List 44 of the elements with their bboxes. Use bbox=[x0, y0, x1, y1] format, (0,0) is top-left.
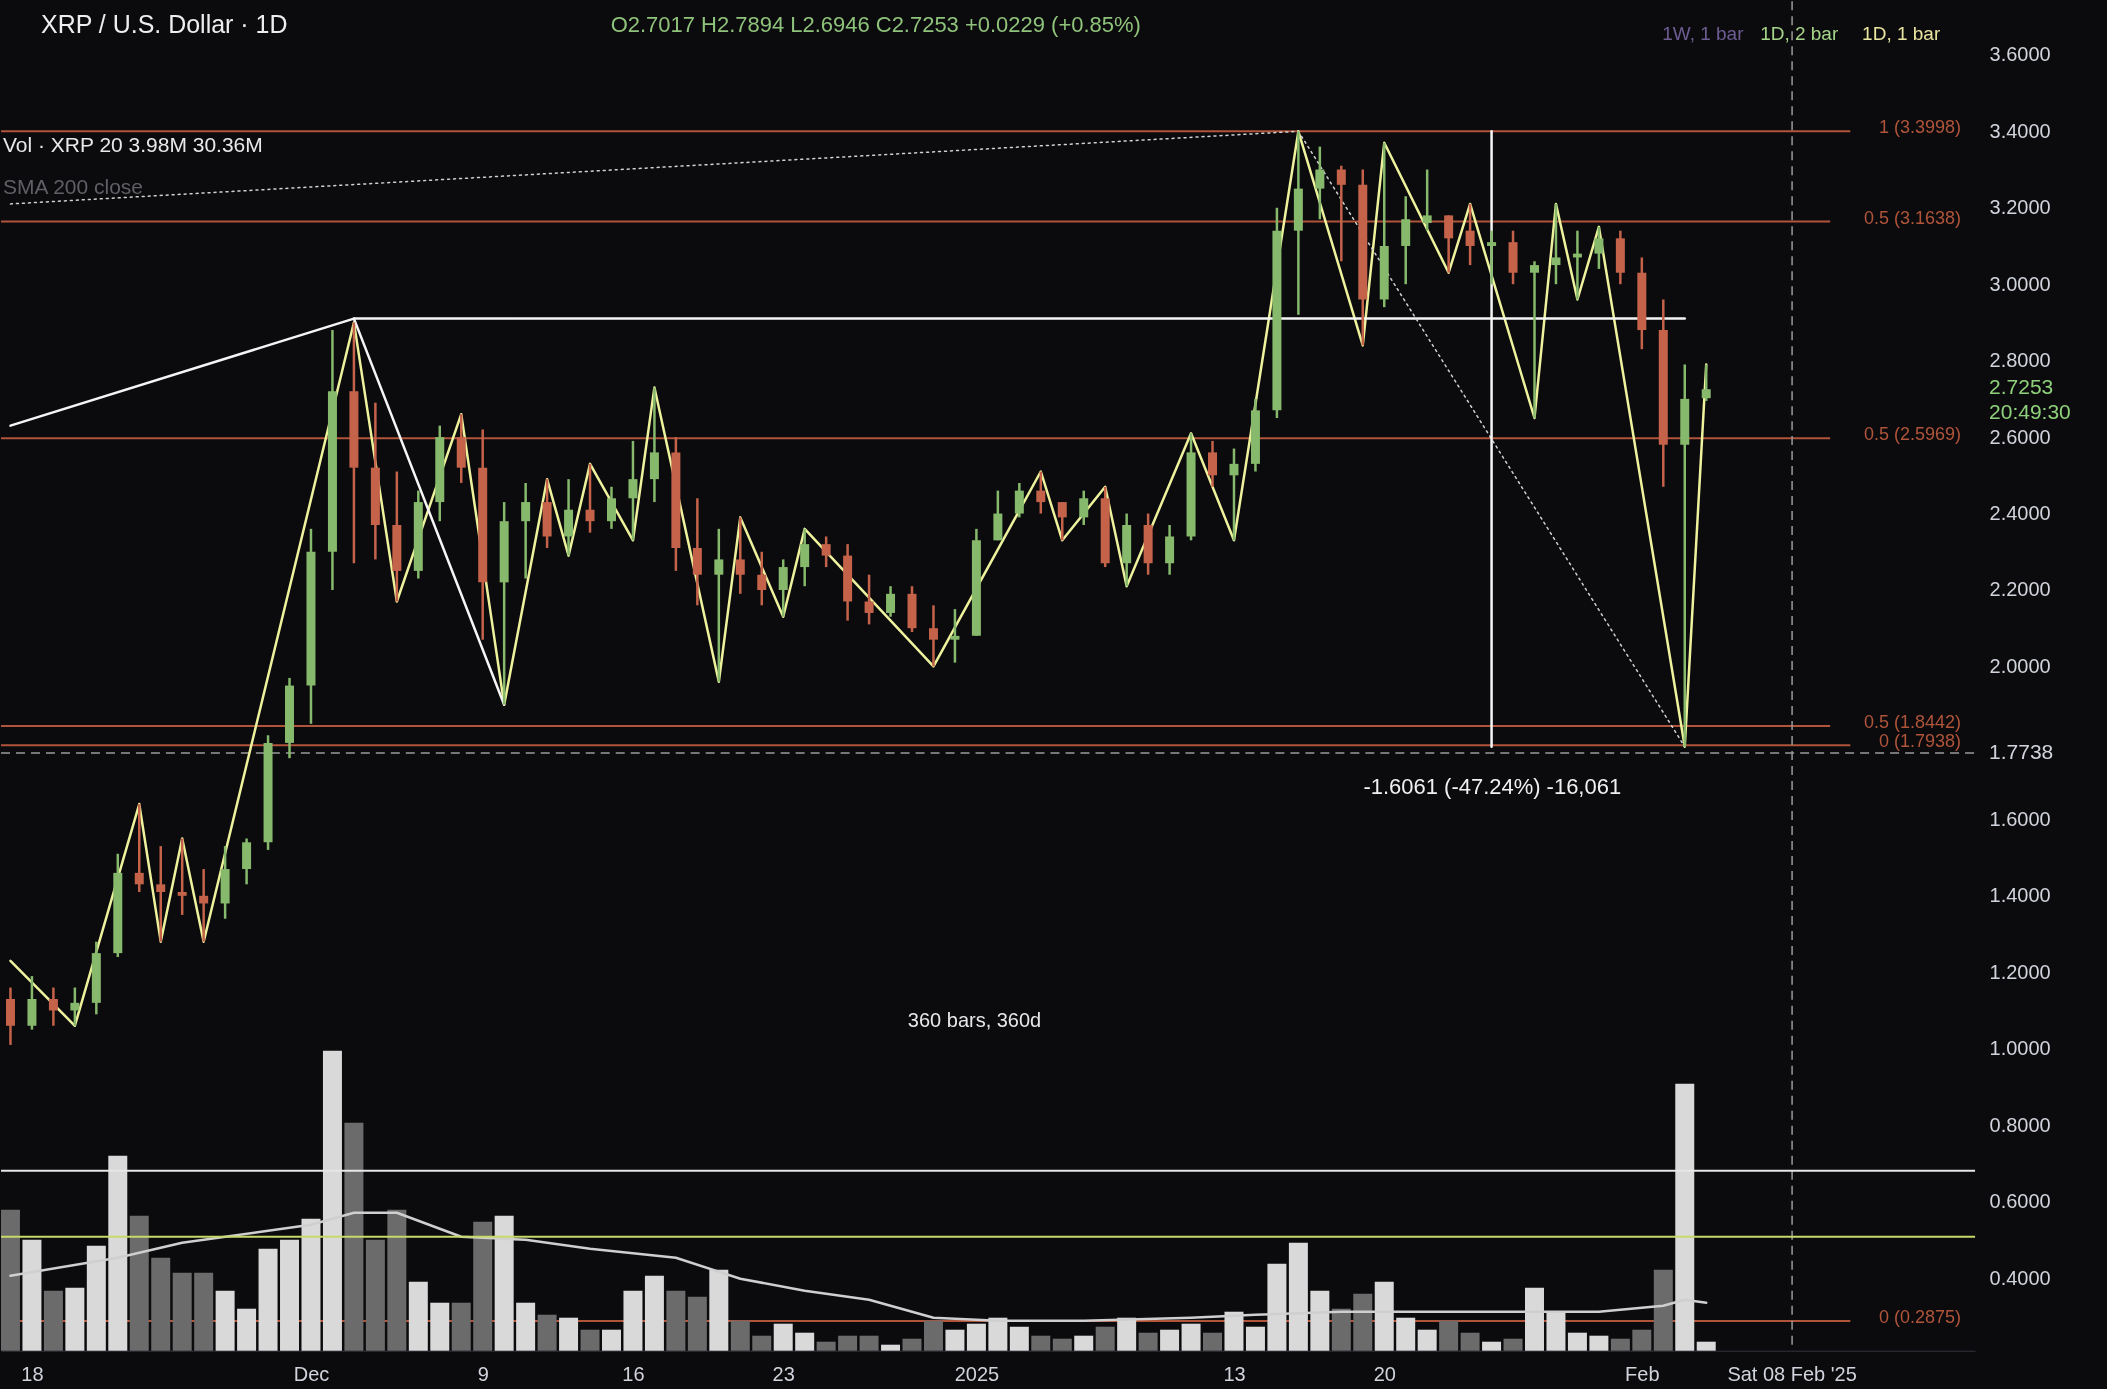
ref-line-label: 0.5 (1.8442) bbox=[1864, 712, 1962, 733]
x-tick-label: 9 bbox=[477, 1363, 489, 1386]
ref-line-label: Sat 08 Feb '25 bbox=[1727, 1362, 1857, 1385]
ref-line-label: 1.7738 bbox=[1989, 739, 2054, 763]
x-tick-label: 16 bbox=[622, 1363, 645, 1386]
x-tick-label: 18 bbox=[21, 1363, 44, 1386]
chart-title: XRP / U.S. Dollar · 1D bbox=[40, 10, 288, 39]
y-tick-label: 2.4000 bbox=[1989, 502, 2051, 525]
y-tick-label: 1.2000 bbox=[1989, 960, 2051, 983]
y-tick-label: 2.6000 bbox=[1989, 425, 2051, 448]
y-tick-label: 2.8000 bbox=[1989, 349, 2051, 372]
annotation: -1.6061 (-47.24%) -16,061 bbox=[1363, 773, 1622, 799]
ref-line-label: 1 (3.3998) bbox=[1879, 117, 1962, 138]
x-tick-label: Feb bbox=[1625, 1363, 1660, 1386]
text: O2.7017 H2.7894 L2.6946 C2.7253 +0.0229 (+0.85%) bbox=[610, 12, 1141, 38]
annotation: 1D, 2 bar bbox=[1760, 23, 1839, 45]
ref-line-label: 0 (1.7938) bbox=[1879, 731, 1962, 752]
x-tick-label: 2025 bbox=[954, 1363, 1000, 1386]
y-tick-label: 0.6000 bbox=[1989, 1190, 2051, 1213]
x-tick-label: 23 bbox=[772, 1363, 795, 1386]
y-tick-label: 1.0000 bbox=[1989, 1037, 2051, 1060]
y-tick-label: 3.6000 bbox=[1989, 43, 2051, 66]
y-tick-label: 3.4000 bbox=[1989, 119, 2051, 142]
ref-line-label: 0.5 (3.1638) bbox=[1864, 207, 1962, 228]
y-tick-label: 0.4000 bbox=[1989, 1266, 2051, 1289]
ref-line-label: 0 (0.2875) bbox=[1879, 1307, 1962, 1328]
annotation: 1W, 1 bar bbox=[1662, 23, 1744, 45]
y-tick-label: 2.0000 bbox=[1989, 654, 2051, 677]
y-tick-label: 3.2000 bbox=[1989, 196, 2051, 219]
text: 20:49:30 bbox=[1989, 400, 2071, 424]
annotation: 360 bars, 360d bbox=[907, 1008, 1042, 1031]
y-tick-label: 3.0000 bbox=[1989, 272, 2051, 295]
x-tick-label: 13 bbox=[1223, 1363, 1246, 1386]
x-tick-label: 20 bbox=[1373, 1363, 1396, 1386]
annotation: Vol · XRP 20 3.98M 30.36M bbox=[3, 133, 263, 157]
y-tick-label: 0.8000 bbox=[1989, 1113, 2051, 1136]
text: 2.7253 bbox=[1989, 375, 2054, 399]
y-tick-label: 1.4000 bbox=[1989, 884, 2051, 907]
y-tick-label: 1.6000 bbox=[1989, 807, 2051, 830]
y-tick-label: 2.2000 bbox=[1989, 578, 2051, 601]
annotation: SMA 200 close bbox=[3, 175, 143, 199]
x-tick-label: Dec bbox=[293, 1363, 330, 1386]
annotation: 1D, 1 bar bbox=[1862, 23, 1941, 45]
ref-line-label: 0.5 (2.5969) bbox=[1864, 424, 1962, 445]
